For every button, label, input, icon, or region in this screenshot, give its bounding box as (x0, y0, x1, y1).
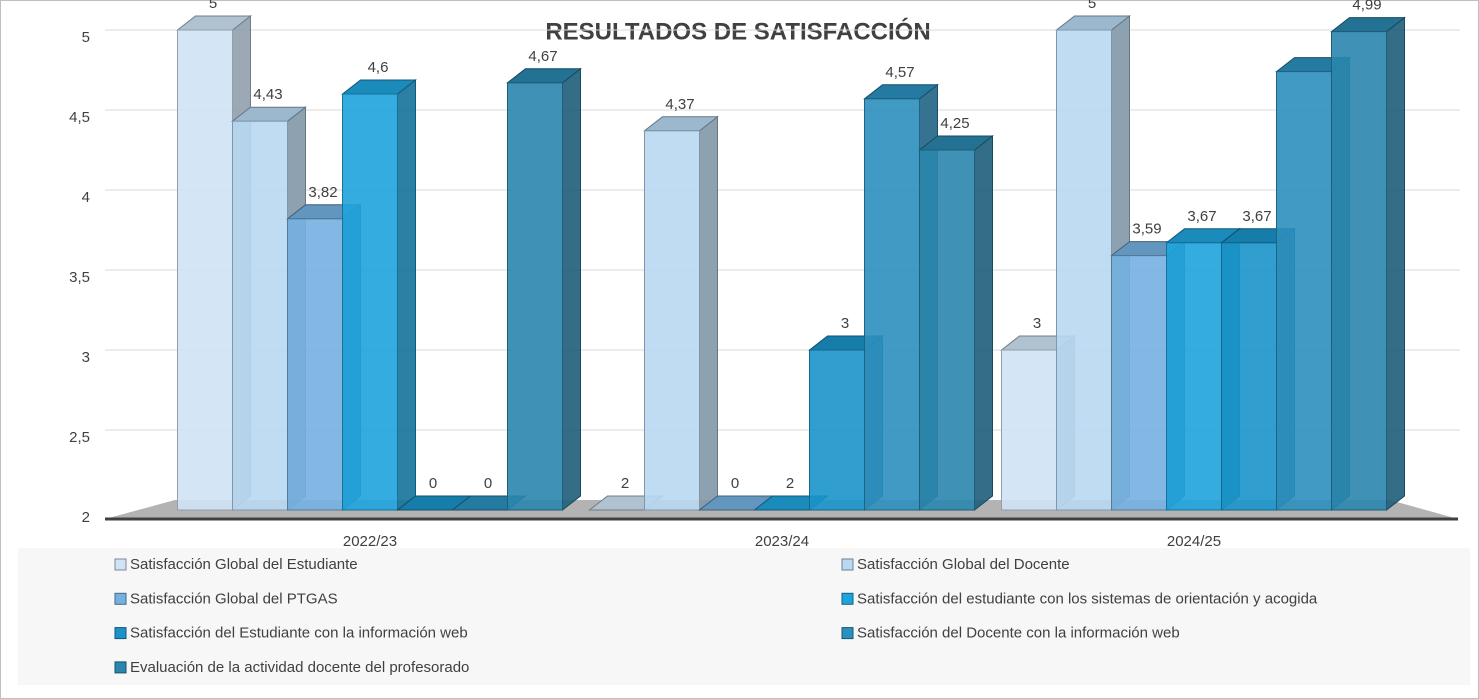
y-tick-label: 5 (82, 29, 90, 46)
bar-side (699, 115, 718, 512)
y-tick-label: 3 (82, 349, 90, 366)
legend-label: Satisfacción del estudiante con los sist… (857, 590, 1318, 607)
bar (809, 349, 865, 511)
bar-side (562, 67, 581, 512)
data-label: 3 (841, 315, 849, 332)
data-label: 3,67 (1242, 208, 1271, 225)
data-label: 5 (209, 0, 217, 12)
data-label: 4,67 (528, 48, 557, 65)
legend-label: Satisfacción del Estudiante con la infor… (130, 625, 468, 642)
legend-swatch (114, 627, 127, 640)
data-label: 0 (429, 475, 437, 492)
data-label: 2 (786, 475, 794, 492)
bar (919, 149, 975, 511)
bar (507, 82, 563, 511)
y-tick-label: 3,5 (69, 269, 90, 286)
data-label: 4,25 (940, 115, 969, 132)
y-tick-label: 4,5 (69, 109, 90, 126)
bar-side (974, 134, 993, 512)
x-tick-label: 2022/23 (343, 533, 397, 550)
bar (1166, 242, 1222, 511)
legend-box (18, 548, 1470, 685)
bar (1111, 255, 1167, 511)
legend-swatch (841, 592, 854, 605)
data-label: 3 (1033, 315, 1041, 332)
data-label: 4,57 (885, 64, 914, 81)
data-label: 4,99 (1352, 0, 1381, 14)
legend-swatch (841, 558, 854, 571)
x-tick-label: 2024/25 (1167, 533, 1221, 550)
bar (232, 120, 288, 511)
data-label: 0 (731, 475, 739, 492)
data-label: 3,82 (308, 184, 337, 201)
bar (1056, 29, 1112, 511)
bar (177, 29, 233, 511)
bar (1331, 31, 1387, 511)
data-label: 3,59 (1132, 221, 1161, 238)
data-label: 3,67 (1187, 208, 1216, 225)
legend-label: Satisfacción Global del PTGAS (130, 590, 338, 607)
data-label: 0 (484, 475, 492, 492)
bar-side (397, 78, 416, 512)
y-tick-label: 2 (82, 509, 90, 526)
legend-label: Satisfacción Global del Estudiante (130, 556, 358, 573)
legend-label: Satisfacción del Docente con la informac… (857, 625, 1180, 642)
bar (644, 130, 700, 511)
legend-label: Evaluación de la actividad docente del p… (130, 659, 469, 676)
data-label: 4,43 (253, 86, 282, 103)
data-label: 2 (621, 475, 629, 492)
y-tick-label: 2,5 (69, 429, 90, 446)
bar-side (1386, 16, 1405, 512)
bar (1001, 349, 1057, 511)
bar (287, 218, 343, 511)
data-label: 4,6 (368, 59, 389, 76)
legend-label: Satisfacción Global del Docente (857, 556, 1070, 573)
bar (864, 98, 920, 511)
x-tick-label: 2023/24 (755, 533, 809, 550)
chart-title: RESULTADOS DE SATISFACCIÓN (545, 17, 930, 45)
bar (342, 93, 398, 511)
data-label: 4,37 (665, 96, 694, 113)
legend-swatch (114, 661, 127, 674)
bar (1276, 71, 1332, 511)
y-tick-label: 4 (82, 189, 90, 206)
data-label: 5 (1088, 0, 1096, 12)
legend-swatch (114, 592, 127, 605)
legend-swatch (114, 558, 127, 571)
bar (1221, 242, 1277, 511)
legend-swatch (841, 627, 854, 640)
